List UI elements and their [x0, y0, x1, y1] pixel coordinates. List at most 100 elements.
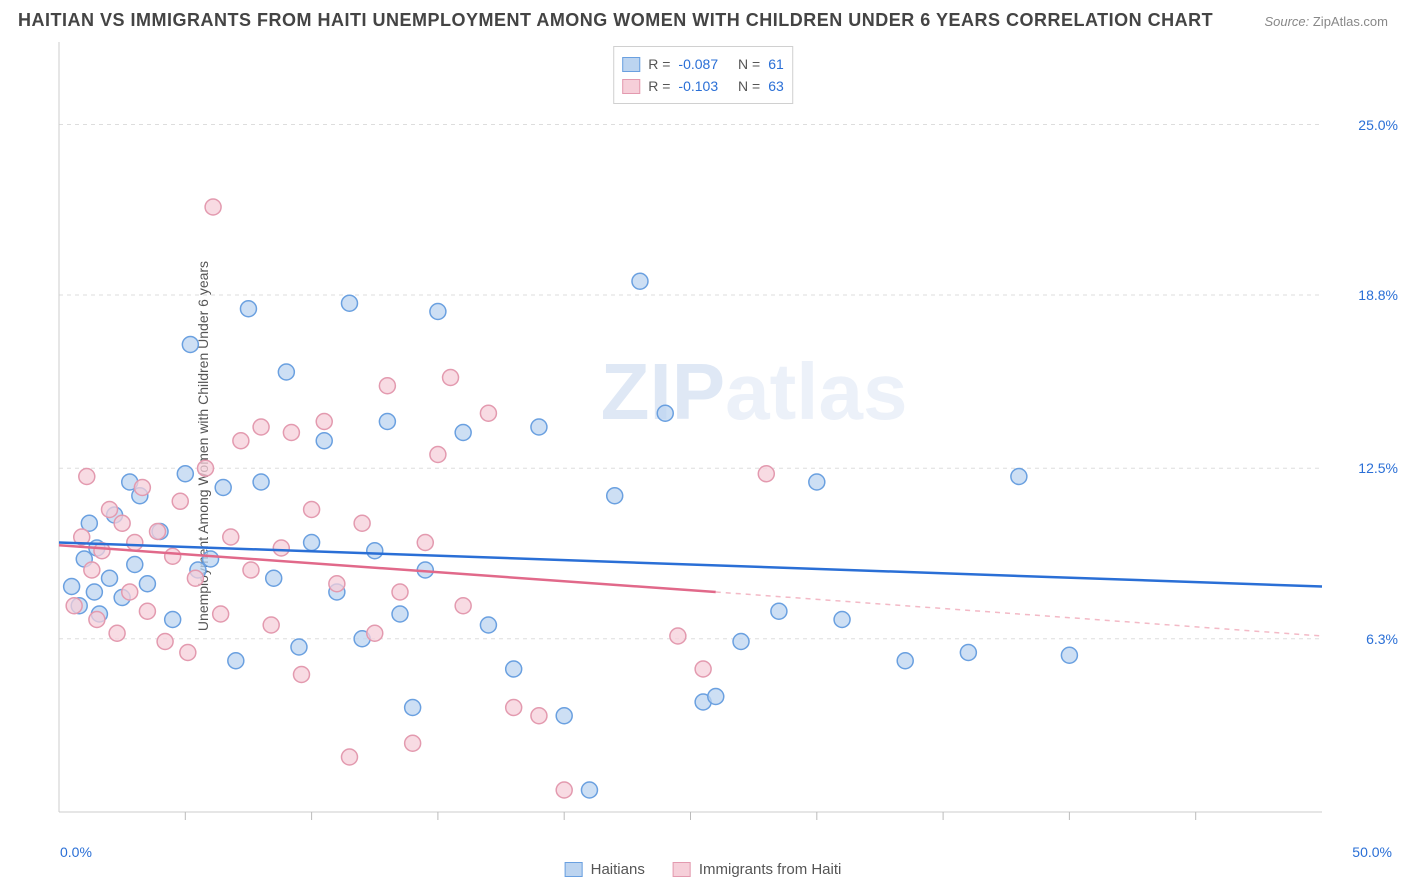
swatch-pink [673, 862, 691, 877]
data-point-immigrants [531, 708, 547, 724]
y-tick-label: 25.0% [1358, 117, 1398, 133]
data-point-haitians [86, 584, 102, 600]
data-point-immigrants [293, 667, 309, 683]
n-label: N = [738, 78, 760, 94]
legend-item-immigrants: Immigrants from Haiti [673, 861, 842, 878]
data-point-haitians [960, 645, 976, 661]
data-point-immigrants [316, 414, 332, 430]
data-point-immigrants [187, 570, 203, 586]
data-point-haitians [127, 557, 143, 573]
swatch-pink [622, 79, 640, 94]
data-point-immigrants [329, 576, 345, 592]
trend-line-immigrants-extrapolated [716, 592, 1322, 636]
data-point-haitians [278, 364, 294, 380]
title-bar: HAITIAN VS IMMIGRANTS FROM HAITI UNEMPLO… [0, 0, 1406, 38]
data-point-haitians [708, 689, 724, 705]
data-point-immigrants [417, 535, 433, 551]
data-point-haitians [632, 273, 648, 289]
data-point-immigrants [223, 529, 239, 545]
source-label: Source: ZipAtlas.com [1264, 14, 1388, 29]
data-point-immigrants [354, 515, 370, 531]
data-point-immigrants [180, 645, 196, 661]
data-point-haitians [1061, 647, 1077, 663]
data-point-immigrants [157, 634, 173, 650]
x-axis-max-label: 50.0% [1352, 844, 1392, 860]
data-point-immigrants [127, 535, 143, 551]
data-point-haitians [240, 301, 256, 317]
data-point-immigrants [379, 378, 395, 394]
data-point-haitians [341, 295, 357, 311]
data-point-haitians [455, 425, 471, 441]
data-point-immigrants [66, 598, 82, 614]
data-point-immigrants [341, 749, 357, 765]
swatch-blue [565, 862, 583, 877]
data-point-immigrants [506, 700, 522, 716]
data-point-haitians [316, 433, 332, 449]
data-point-haitians [215, 480, 231, 496]
data-point-haitians [897, 653, 913, 669]
data-point-immigrants [430, 447, 446, 463]
data-point-haitians [733, 634, 749, 650]
data-point-immigrants [205, 199, 221, 215]
data-point-haitians [177, 466, 193, 482]
data-point-haitians [506, 661, 522, 677]
data-point-immigrants [109, 625, 125, 641]
data-point-immigrants [455, 598, 471, 614]
data-point-haitians [531, 419, 547, 435]
data-point-immigrants [480, 405, 496, 421]
data-point-immigrants [84, 562, 100, 578]
trend-line-immigrants [59, 545, 716, 592]
data-point-haitians [64, 579, 80, 595]
y-tick-label: 18.8% [1358, 287, 1398, 303]
data-point-haitians [139, 576, 155, 592]
data-point-haitians [771, 603, 787, 619]
data-point-immigrants [150, 524, 166, 540]
data-point-haitians [392, 606, 408, 622]
x-axis-min-label: 0.0% [60, 844, 92, 860]
data-point-immigrants [758, 466, 774, 482]
data-point-immigrants [405, 735, 421, 751]
data-point-immigrants [102, 502, 118, 518]
legend-label: Immigrants from Haiti [699, 861, 842, 878]
n-label: N = [738, 56, 760, 72]
data-point-immigrants [122, 584, 138, 600]
data-point-immigrants [79, 469, 95, 485]
legend-row-immigrants: R = -0.103 N = 63 [622, 75, 784, 97]
data-point-haitians [367, 543, 383, 559]
r-label: R = [648, 78, 670, 94]
data-point-immigrants [283, 425, 299, 441]
data-point-immigrants [670, 628, 686, 644]
data-point-immigrants [304, 502, 320, 518]
data-point-haitians [556, 708, 572, 724]
data-point-immigrants [392, 584, 408, 600]
data-point-haitians [228, 653, 244, 669]
data-point-haitians [304, 535, 320, 551]
n-value: 61 [768, 56, 784, 72]
data-point-haitians [266, 570, 282, 586]
data-point-haitians [405, 700, 421, 716]
legend-label: Haitians [591, 861, 645, 878]
data-point-haitians [182, 337, 198, 353]
data-point-immigrants [263, 617, 279, 633]
y-tick-label: 12.5% [1358, 460, 1398, 476]
y-tick-label: 6.3% [1366, 631, 1398, 647]
watermark: ZIPatlas [601, 347, 908, 436]
data-point-haitians [480, 617, 496, 633]
data-point-immigrants [273, 540, 289, 556]
data-point-immigrants [139, 603, 155, 619]
source-prefix: Source: [1264, 14, 1312, 29]
chart-title: HAITIAN VS IMMIGRANTS FROM HAITI UNEMPLO… [18, 10, 1213, 31]
data-point-immigrants [114, 515, 130, 531]
data-point-haitians [581, 782, 597, 798]
data-point-immigrants [443, 370, 459, 386]
data-point-immigrants [243, 562, 259, 578]
data-point-haitians [203, 551, 219, 567]
legend-item-haitians: Haitians [565, 861, 645, 878]
data-point-haitians [1011, 469, 1027, 485]
data-point-immigrants [213, 606, 229, 622]
series-legend: Haitians Immigrants from Haiti [565, 861, 842, 878]
data-point-haitians [834, 612, 850, 628]
r-value: -0.103 [678, 78, 718, 94]
correlation-legend: R = -0.087 N = 61 R = -0.103 N = 63 [613, 46, 793, 104]
r-label: R = [648, 56, 670, 72]
